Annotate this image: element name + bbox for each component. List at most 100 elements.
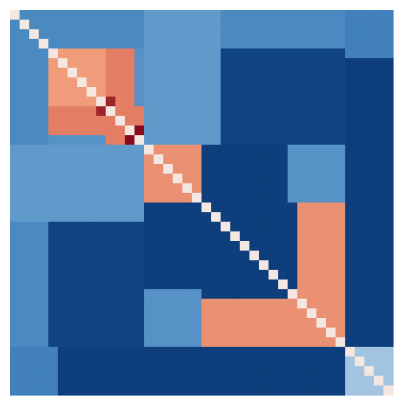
heatmap-cell: [316, 38, 327, 50]
heatmap-cell: [211, 67, 222, 78]
heatmap-cell: [258, 154, 270, 165]
heatmap-cell: [191, 231, 203, 242]
heatmap-cell: [287, 164, 298, 175]
heatmap-cell: [201, 115, 212, 127]
heatmap-cell: [287, 154, 298, 165]
heatmap-cell: [316, 164, 327, 175]
heatmap-cell: [10, 29, 21, 40]
heatmap-cell: [258, 173, 270, 184]
heatmap-cell: [134, 337, 145, 348]
heatmap-cell: [38, 202, 49, 213]
heatmap-cell: [211, 19, 222, 30]
heatmap-cell: [67, 192, 78, 204]
heatmap-cell: [48, 154, 59, 165]
heatmap-cell: [201, 164, 212, 175]
heatmap-cell: [153, 241, 164, 252]
heatmap-cell: [29, 48, 40, 59]
heatmap-cell: [163, 77, 174, 88]
heatmap-cell: [124, 308, 136, 319]
heatmap-cell: [163, 202, 174, 213]
heatmap-cell: [124, 337, 136, 348]
heatmap-cell: [335, 308, 346, 319]
heatmap-cell: [325, 164, 337, 175]
heatmap-cell: [86, 202, 97, 213]
heatmap-cell: [278, 212, 289, 223]
heatmap-cell: [172, 212, 183, 223]
heatmap-cell: [297, 241, 308, 252]
heatmap-cell: [373, 337, 385, 348]
heatmap-cell: [191, 318, 203, 329]
heatmap-cell: [345, 250, 356, 261]
heatmap-cell: [316, 96, 327, 107]
heatmap-cell: [144, 77, 155, 88]
heatmap-cell: [354, 375, 365, 386]
heatmap-cell: [115, 279, 126, 290]
heatmap-cell: [297, 135, 308, 146]
heatmap-cell: [19, 221, 30, 232]
heatmap-cell: [96, 183, 107, 194]
heatmap-cell: [153, 29, 164, 40]
heatmap-cell: [383, 58, 394, 69]
heatmap-cell: [297, 29, 308, 40]
heatmap-cell: [67, 164, 78, 175]
heatmap-cell: [211, 241, 222, 252]
heatmap-cell: [10, 375, 21, 386]
heatmap-cell: [316, 231, 327, 242]
heatmap-cell: [297, 279, 308, 290]
heatmap-cell: [335, 221, 346, 232]
heatmap-cell: [278, 115, 289, 127]
heatmap-cell: [77, 87, 88, 98]
heatmap-cell: [163, 269, 174, 281]
heatmap-cell: [325, 173, 337, 184]
heatmap-cell: [287, 67, 298, 78]
heatmap-cell: [354, 337, 365, 348]
heatmap-cell: [57, 67, 69, 78]
heatmap-cell: [220, 106, 231, 117]
heatmap-cell: [86, 96, 97, 107]
heatmap-cell: [316, 48, 327, 59]
heatmap-cell: [354, 164, 365, 175]
heatmap-cell: [153, 164, 164, 175]
heatmap-cell: [134, 19, 145, 30]
heatmap-cell: [325, 337, 337, 348]
heatmap-cell: [249, 318, 260, 329]
heatmap-cell: [105, 144, 116, 155]
heatmap-cell: [220, 289, 231, 300]
heatmap-cell: [325, 183, 337, 194]
heatmap-cell: [96, 212, 107, 223]
heatmap-cell: [325, 202, 337, 213]
heatmap-cell: [191, 298, 203, 309]
heatmap-cell: [134, 115, 145, 127]
heatmap-cell: [354, 221, 365, 232]
heatmap-cell: [345, 106, 356, 117]
heatmap-cell: [287, 298, 298, 309]
heatmap-cell: [124, 144, 136, 155]
heatmap-cell: [345, 375, 356, 386]
heatmap-cell: [306, 385, 317, 396]
heatmap-cell: [77, 58, 88, 69]
heatmap-cell: [268, 356, 279, 367]
heatmap-cell: [57, 173, 69, 184]
heatmap-cell: [153, 154, 164, 165]
heatmap-cell: [86, 87, 97, 98]
heatmap-cell: [306, 346, 317, 358]
heatmap-cell: [115, 183, 126, 194]
heatmap-cell: [287, 96, 298, 107]
heatmap-cell: [383, 250, 394, 261]
heatmap-cell: [220, 19, 231, 30]
heatmap-cell: [124, 241, 136, 252]
heatmap-cell: [306, 10, 317, 21]
heatmap-cell: [134, 366, 145, 377]
heatmap-cell: [258, 96, 270, 107]
heatmap-cell: [325, 241, 337, 252]
heatmap-cell: [211, 231, 222, 242]
heatmap-cell: [287, 19, 298, 30]
heatmap-cell: [153, 279, 164, 290]
heatmap-cell: [297, 385, 308, 396]
heatmap-cell: [124, 87, 136, 98]
heatmap-cell: [10, 135, 21, 146]
heatmap-cell: [57, 337, 69, 348]
heatmap-cell: [19, 202, 30, 213]
heatmap-cell: [124, 135, 136, 146]
heatmap-cell: [364, 115, 375, 127]
